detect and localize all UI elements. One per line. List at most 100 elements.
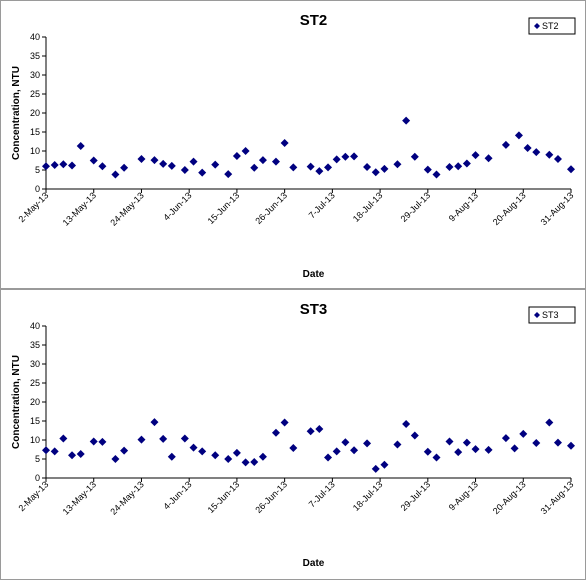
y-tick-label: 15 bbox=[30, 416, 40, 426]
y-tick-label: 0 bbox=[35, 184, 40, 194]
legend-box bbox=[528, 306, 576, 324]
x-tick-label: 2-May-13 bbox=[16, 190, 50, 224]
data-point bbox=[471, 151, 480, 160]
data-point bbox=[50, 447, 59, 456]
data-point bbox=[198, 447, 207, 456]
data-point bbox=[315, 424, 324, 433]
data-point bbox=[324, 453, 333, 462]
data-point bbox=[59, 160, 68, 169]
data-point bbox=[42, 162, 50, 171]
x-axis-label: Date bbox=[303, 558, 325, 569]
data-point bbox=[111, 170, 120, 179]
legend-marker bbox=[534, 312, 540, 318]
data-point bbox=[250, 163, 259, 172]
y-tick-label: 20 bbox=[30, 397, 40, 407]
data-point bbox=[315, 167, 324, 176]
chart-title: ST2 bbox=[300, 12, 328, 29]
x-tick-label: 4-Jun-13 bbox=[161, 479, 193, 511]
data-point bbox=[432, 453, 441, 462]
data-point bbox=[111, 455, 120, 463]
legend-box bbox=[528, 17, 576, 35]
data-point bbox=[280, 418, 289, 427]
x-tick-label: 15-Jun-13 bbox=[206, 190, 242, 226]
data-point bbox=[167, 161, 176, 170]
data-point bbox=[150, 418, 159, 427]
y-axis-label: Concentration, NTU bbox=[11, 66, 22, 160]
x-tick-label: 18-Jul-13 bbox=[351, 479, 385, 513]
data-point bbox=[198, 168, 207, 177]
data-point bbox=[137, 435, 146, 444]
data-point bbox=[393, 440, 402, 449]
data-point bbox=[50, 161, 59, 170]
data-point bbox=[306, 162, 315, 171]
data-point bbox=[59, 434, 68, 443]
data-point bbox=[484, 445, 493, 454]
data-point bbox=[380, 460, 389, 469]
data-point bbox=[371, 168, 380, 177]
data-point bbox=[341, 438, 350, 447]
data-point bbox=[567, 165, 575, 174]
data-point bbox=[510, 444, 519, 453]
data-point bbox=[271, 428, 280, 437]
y-tick-label: 20 bbox=[30, 108, 40, 118]
scatter-chart-st2: ST2 0 5 10 15 20 25 30 35 40 2-May-13 13-May-13 24-M… bbox=[11, 12, 576, 280]
data-point bbox=[76, 142, 85, 151]
chart-panel-st3: ST3 0 5 10 15 20 25 30 35 40 2-May-13 13-May-13 24-M… bbox=[0, 289, 586, 580]
data-point bbox=[258, 452, 267, 461]
x-tick-label: 26-Jun-13 bbox=[253, 479, 289, 515]
data-point bbox=[410, 152, 419, 161]
data-point bbox=[332, 155, 341, 164]
data-point bbox=[258, 156, 267, 165]
x-tick-label: 29-Jul-13 bbox=[399, 190, 433, 224]
data-point bbox=[324, 163, 333, 172]
data-point bbox=[250, 458, 259, 467]
data-point bbox=[380, 164, 389, 173]
data-point bbox=[410, 431, 419, 440]
data-point bbox=[501, 140, 510, 149]
data-point bbox=[363, 162, 372, 171]
data-point bbox=[289, 163, 298, 172]
data-point bbox=[68, 451, 77, 460]
data-point bbox=[180, 166, 189, 174]
data-point bbox=[454, 448, 463, 457]
x-tick-label: 9-Aug-13 bbox=[447, 190, 480, 223]
x-tick-label: 9-Aug-13 bbox=[447, 479, 480, 512]
data-point bbox=[241, 458, 250, 467]
y-tick-label: 10 bbox=[30, 435, 40, 445]
data-point bbox=[350, 446, 359, 455]
x-tick-label: 13-May-13 bbox=[61, 479, 98, 516]
data-point bbox=[332, 447, 341, 456]
data-point bbox=[363, 439, 372, 448]
x-tick-label: 15-Jun-13 bbox=[206, 479, 242, 515]
data-point bbox=[89, 437, 98, 446]
data-point bbox=[532, 439, 541, 448]
data-point bbox=[553, 438, 562, 447]
data-point bbox=[189, 443, 198, 452]
data-point bbox=[553, 154, 562, 163]
y-tick-label: 5 bbox=[35, 165, 40, 175]
y-tick-label: 5 bbox=[35, 454, 40, 464]
data-point bbox=[445, 437, 454, 446]
data-point bbox=[211, 160, 220, 169]
x-tick-label: 20-Aug-13 bbox=[491, 479, 528, 516]
data-point bbox=[350, 152, 359, 161]
x-tick-label: 2-May-13 bbox=[16, 479, 50, 513]
data-point bbox=[120, 163, 129, 172]
data-point bbox=[76, 450, 85, 459]
y-tick-label: 30 bbox=[30, 359, 40, 369]
y-tick-label: 25 bbox=[30, 89, 40, 99]
data-point bbox=[371, 464, 380, 473]
data-point bbox=[150, 156, 159, 165]
data-point bbox=[423, 165, 432, 174]
data-point bbox=[98, 162, 107, 171]
data-point bbox=[532, 148, 541, 157]
x-tick-label: 24-May-13 bbox=[108, 479, 145, 516]
data-point bbox=[514, 131, 523, 140]
x-tick-label: 13-May-13 bbox=[61, 190, 98, 227]
data-point bbox=[98, 437, 107, 446]
data-point bbox=[454, 162, 463, 171]
x-tick-label: 4-Jun-13 bbox=[161, 190, 193, 222]
data-point bbox=[68, 161, 77, 170]
chart-panel-st2: ST2 0 5 10 15 20 25 30 35 40 2-May-13 13-May-13 24-M… bbox=[0, 0, 586, 289]
data-point bbox=[280, 139, 289, 148]
